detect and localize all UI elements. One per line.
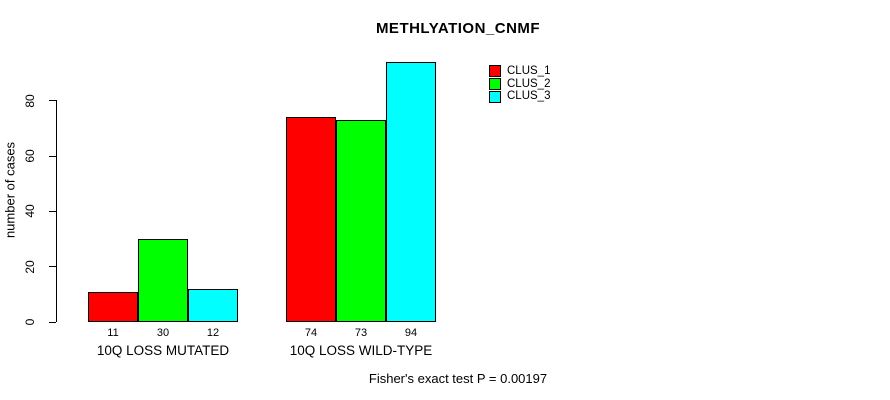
y-tick-label: 20 (23, 260, 37, 274)
y-tick-label: 60 (23, 149, 37, 163)
legend-swatch-clus_2 (489, 78, 501, 91)
bar-clus_3-group2 (386, 62, 436, 322)
legend-row: CLUS_3 (489, 90, 550, 103)
bar-clus_2-group1 (138, 239, 188, 322)
legend: CLUS_1 CLUS_2 CLUS_3 (489, 65, 550, 103)
x-category-label: 10Q LOSS MUTATED (96, 343, 230, 358)
legend-swatch-clus_1 (489, 65, 501, 78)
legend-label: CLUS_3 (507, 90, 551, 103)
bar-clus_1-group2 (286, 117, 336, 322)
legend-swatch-clus_3 (489, 90, 501, 103)
bar-value-label: 12 (206, 327, 220, 339)
y-tick (49, 321, 56, 323)
y-tick (49, 210, 56, 212)
bar-value-label: 94 (404, 327, 418, 339)
legend-row: CLUS_2 (489, 78, 550, 91)
bar-clus_3-group1 (188, 289, 238, 322)
legend-label: CLUS_2 (507, 77, 551, 90)
legend-label: CLUS_1 (507, 65, 551, 77)
bar-value-label: 73 (354, 327, 368, 339)
y-axis-line (56, 100, 57, 322)
y-axis-title: number of cases (2, 141, 18, 239)
legend-row: CLUS_1 (489, 65, 550, 78)
y-tick (49, 155, 56, 157)
chart-title: METHLYATION_CNMF (375, 20, 541, 37)
bar-value-label: 30 (156, 327, 170, 339)
bar-value-label: 74 (304, 327, 318, 339)
y-tick (49, 100, 56, 102)
y-tick-label: 40 (23, 204, 37, 219)
y-tick-label: 0 (23, 318, 37, 326)
bar-clus_2-group2 (336, 120, 386, 322)
y-tick (49, 266, 56, 268)
bar-value-label: 11 (107, 327, 119, 339)
y-tick-label: 80 (23, 94, 37, 108)
x-category-label: 10Q LOSS WILD-TYPE (289, 343, 433, 358)
annotation-fishers-test: Fisher's exact test P = 0.00197 (368, 371, 548, 386)
bar-clus_1-group1 (88, 292, 138, 322)
